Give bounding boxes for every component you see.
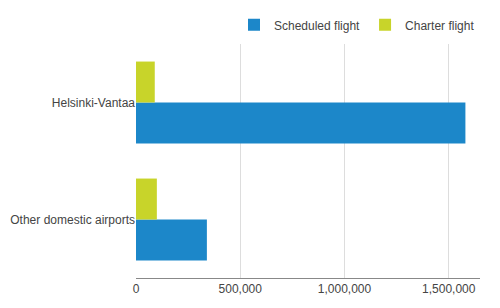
svg-text:0: 0 [133, 282, 140, 296]
svg-text:Charter flight: Charter flight [405, 19, 474, 33]
svg-text:500,000: 500,000 [219, 282, 263, 296]
svg-text:Scheduled flight: Scheduled flight [274, 19, 360, 33]
svg-text:1,500,000: 1,500,000 [422, 282, 476, 296]
svg-text:1,000,000: 1,000,000 [318, 282, 372, 296]
svg-text:Helsinki-Vantaa: Helsinki-Vantaa [52, 96, 135, 110]
svg-text:Other domestic airports: Other domestic airports [10, 213, 135, 227]
